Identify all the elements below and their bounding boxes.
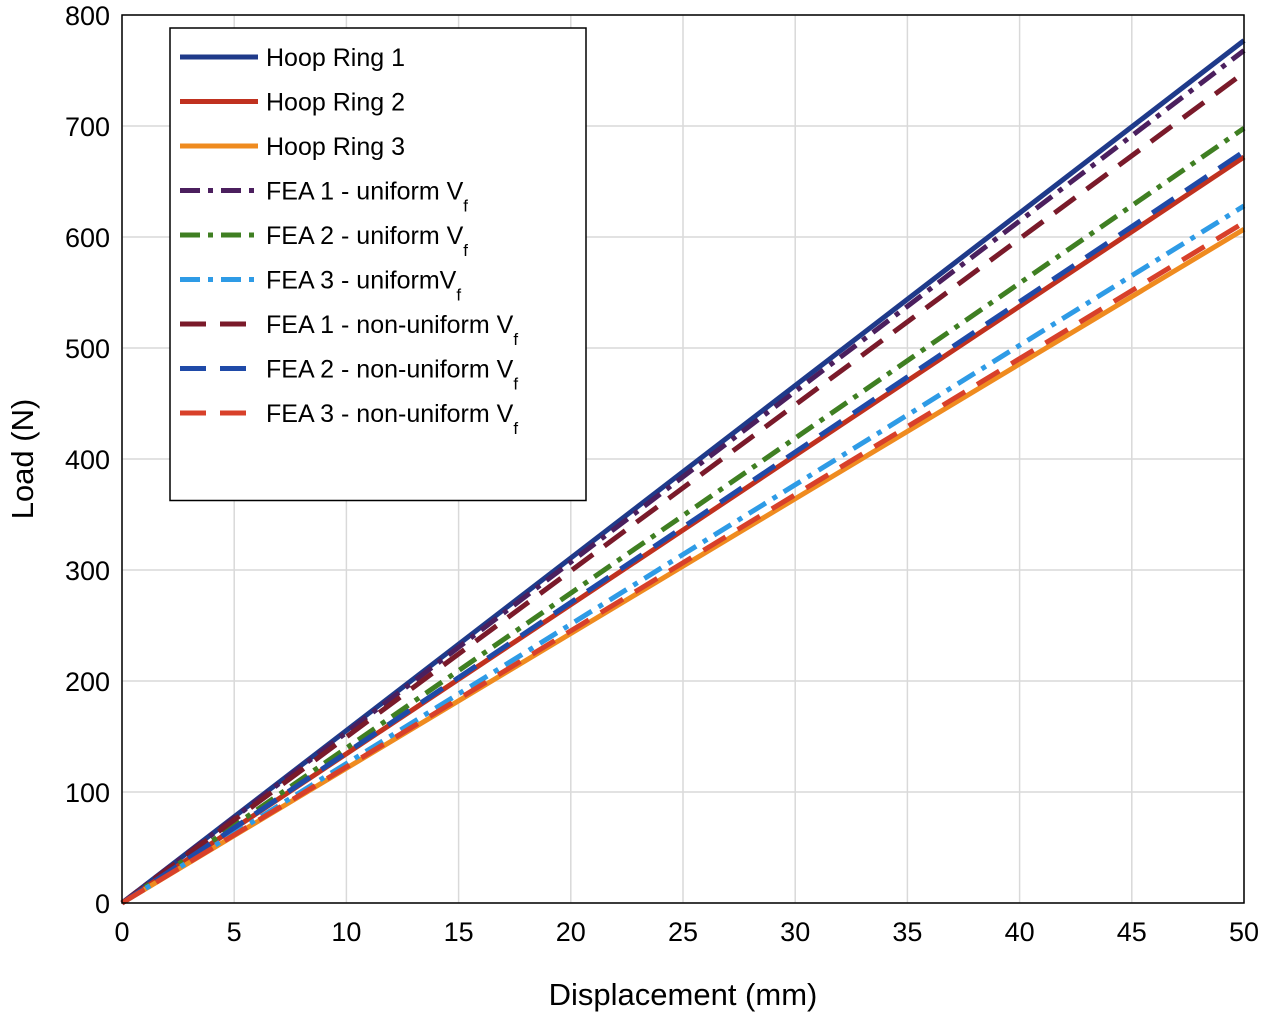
x-tick-label: 10 — [331, 917, 361, 947]
legend: Hoop Ring 1 Hoop Ring 2 Hoop Ring 3 FEA 1 -… — [169, 27, 587, 502]
plot-frame — [121, 14, 1245, 904]
series-line — [120, 220, 1246, 906]
legend-entry-main: FEA 1 - uniform V — [266, 178, 464, 206]
legend-entry-subscript: f — [513, 419, 518, 438]
legend-entry-main: FEA 2 - non-uniform V — [266, 356, 514, 384]
legend-entry-main: Hoop Ring 2 — [266, 89, 405, 117]
legend-entry-label: Hoop Ring 3 — [266, 133, 405, 161]
legend-entry-subscript: f — [513, 375, 518, 394]
x-tick-label: 50 — [1229, 917, 1259, 947]
series-line — [120, 70, 1246, 906]
series-lines — [120, 38, 1246, 906]
y-tick-label: 300 — [65, 556, 110, 586]
series-line — [120, 126, 1246, 906]
x-tick-label: 20 — [556, 917, 586, 947]
legend-entry-label: FEA 2 - uniform Vf — [266, 222, 468, 260]
y-axis-label: Load (N) — [5, 399, 40, 520]
x-tick-label: 40 — [1005, 917, 1035, 947]
y-tick-label: 600 — [65, 223, 110, 253]
legend-entry-label: FEA 3 - uniformVf — [266, 267, 461, 305]
series-line — [120, 149, 1246, 906]
legend-entry-main: FEA 2 - uniform V — [266, 222, 464, 250]
y-tick-label: 800 — [65, 1, 110, 31]
legend-entry-main: Hoop Ring 3 — [266, 133, 405, 161]
legend-entry-subscript: f — [513, 330, 518, 349]
y-tick-label: 0 — [95, 889, 110, 919]
x-tick-label: 35 — [892, 917, 922, 947]
x-tick-label: 45 — [1117, 917, 1147, 947]
x-tick-label: 30 — [780, 917, 810, 947]
x-tick-label: 0 — [114, 917, 129, 947]
legend-entry-label: Hoop Ring 2 — [266, 89, 405, 117]
series-line — [120, 48, 1246, 905]
y-tick-label: 400 — [65, 445, 110, 475]
legend-entry-label: FEA 2 - non-uniform Vf — [266, 356, 518, 394]
legend-entry-subscript: f — [463, 197, 468, 216]
legend-entry-label: FEA 1 - uniform Vf — [266, 178, 468, 216]
x-axis-label: Displacement (mm) — [549, 977, 818, 1012]
legend-box — [169, 27, 587, 502]
legend-entry-label: FEA 3 - non-uniform Vf — [266, 400, 518, 438]
y-tick-label: 200 — [65, 667, 110, 697]
legend-entry-subscript: f — [456, 286, 461, 305]
x-tick-label: 5 — [227, 917, 242, 947]
y-tick-labels: 0 100 200 300 400 500 600 700 800 — [65, 1, 110, 919]
legend-entry-label: Hoop Ring 1 — [266, 44, 405, 72]
legend-entry-main: FEA 1 - non-uniform V — [266, 311, 514, 339]
legend-entry-main: FEA 3 - uniformV — [266, 267, 457, 295]
legend-entry-subscript: f — [463, 241, 468, 260]
y-tick-label: 700 — [65, 112, 110, 142]
legend-entry-label: FEA 1 - non-uniform Vf — [266, 311, 518, 349]
legend-entry-main: FEA 3 - non-uniform V — [266, 400, 514, 428]
legend-entry-main: Hoop Ring 1 — [266, 44, 405, 72]
x-tick-labels: 0 5 10 15 20 25 30 35 40 45 50 — [114, 917, 1259, 947]
x-tick-label: 15 — [444, 917, 474, 947]
y-tick-label: 100 — [65, 778, 110, 808]
y-tick-label: 500 — [65, 334, 110, 364]
x-tick-label: 25 — [668, 917, 698, 947]
